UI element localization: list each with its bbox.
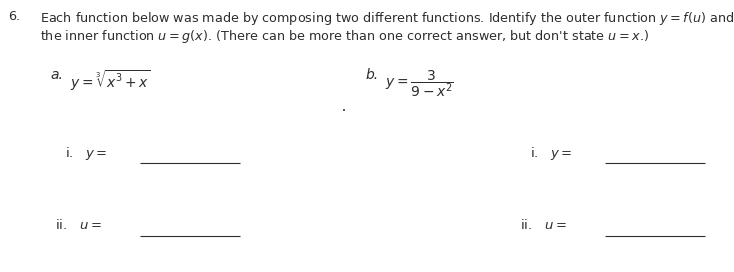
Text: ii.   $u = $: ii. $u = $ <box>520 218 567 232</box>
Text: 6.: 6. <box>8 10 20 23</box>
Text: $y = \sqrt[3]{x^3 + x}$: $y = \sqrt[3]{x^3 + x}$ <box>70 68 150 93</box>
Text: a.: a. <box>50 68 63 82</box>
Text: the inner function $u = g(x)$. (There can be more than one correct answer, but d: the inner function $u = g(x)$. (There ca… <box>40 28 649 45</box>
Text: ii.   $u = $: ii. $u = $ <box>55 218 102 232</box>
Text: i.   $y = $: i. $y = $ <box>530 145 573 162</box>
Text: Each function below was made by composing two different functions. Identify the : Each function below was made by composin… <box>40 10 734 27</box>
Text: b.: b. <box>365 68 378 82</box>
Text: i.   $y = $: i. $y = $ <box>65 145 108 162</box>
Text: $y = \dfrac{3}{9-x^2}$: $y = \dfrac{3}{9-x^2}$ <box>385 68 454 99</box>
Text: •: • <box>342 108 346 114</box>
